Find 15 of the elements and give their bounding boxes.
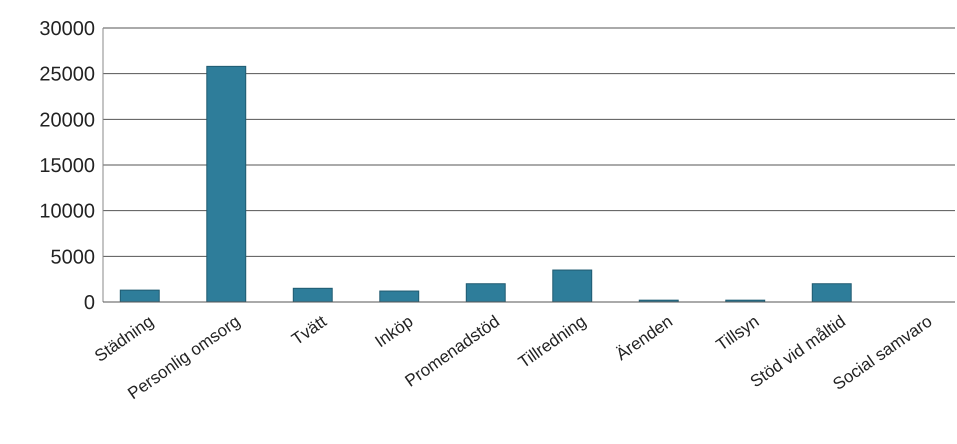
y-tick-label: 0 xyxy=(84,292,95,314)
bar xyxy=(812,283,852,302)
y-tick-label: 30000 xyxy=(39,18,95,40)
bar xyxy=(552,270,592,302)
bar xyxy=(206,66,246,302)
y-tick-label: 15000 xyxy=(39,155,95,177)
y-tick-label: 10000 xyxy=(39,200,95,223)
bar xyxy=(120,290,160,302)
x-tick-label: Tvätt xyxy=(288,312,330,349)
y-tick-label: 25000 xyxy=(39,64,95,86)
bar xyxy=(292,288,333,302)
y-tick-label: 20000 xyxy=(39,109,95,132)
bar xyxy=(466,283,506,302)
y-tick-label: 5000 xyxy=(50,246,95,268)
bar xyxy=(379,290,420,302)
